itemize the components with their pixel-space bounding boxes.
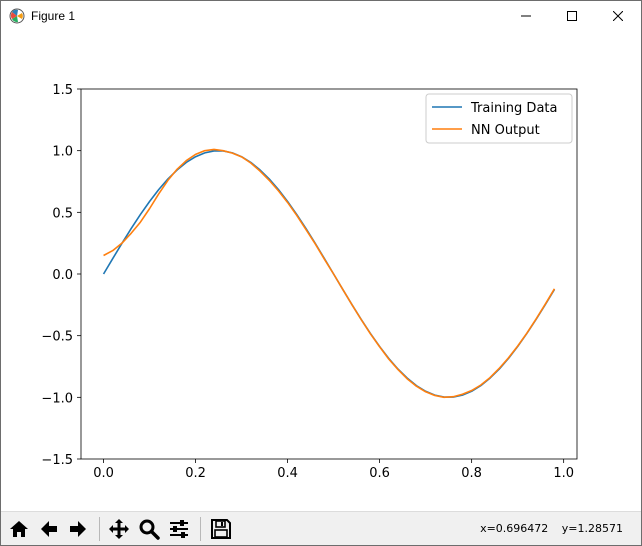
y-tick-label: 1.0 bbox=[52, 145, 73, 160]
legend: Training Data NN Output bbox=[425, 93, 573, 144]
maximize-icon bbox=[567, 11, 577, 21]
save-button[interactable] bbox=[207, 515, 235, 543]
ticks-layer: 0.0 0.2 0.4 0.6 0.8 1.0 −1.5 −1.0 −0.5 0.0 0.5 1.0 1… bbox=[41, 83, 574, 481]
figure-canvas[interactable]: 0.0 0.2 0.4 0.6 0.8 1.0 −1.5 −1.0 −0.5 0.0 0.5 1.0 1… bbox=[1, 31, 641, 511]
home-icon bbox=[10, 521, 28, 537]
cursor-x-readout: x=0.696472 bbox=[480, 522, 549, 535]
x-tick-label: 0.8 bbox=[461, 466, 482, 481]
y-tick-label: 1.5 bbox=[52, 83, 73, 98]
y-tick-label: −0.5 bbox=[41, 330, 73, 345]
cursor-y-readout: y=1.28571 bbox=[561, 522, 623, 535]
y-tick-label: 0.0 bbox=[52, 268, 73, 283]
title-bar[interactable]: Figure 1 bbox=[1, 1, 641, 31]
matplotlib-app-icon bbox=[9, 8, 25, 24]
legend-label-nn-output: NN Output bbox=[471, 123, 540, 138]
legend-label-training-data: Training Data bbox=[470, 101, 557, 116]
zoom-button[interactable] bbox=[135, 515, 163, 543]
x-tick-label: 0.4 bbox=[277, 466, 298, 481]
series-layer bbox=[102, 148, 556, 399]
series-line-nn-output bbox=[103, 148, 556, 399]
cursor-coordinates: x=0.696472 y=1.28571 bbox=[470, 522, 623, 535]
sliders-icon bbox=[170, 520, 188, 538]
back-button[interactable] bbox=[35, 515, 63, 543]
arrow-right-icon bbox=[70, 521, 86, 537]
y-tick-label: −1.0 bbox=[41, 391, 73, 406]
axes-background bbox=[81, 89, 577, 459]
close-button[interactable] bbox=[595, 1, 641, 31]
move-arrows-icon bbox=[109, 519, 129, 539]
home-button[interactable] bbox=[5, 515, 33, 543]
x-tick-label: 1.0 bbox=[553, 466, 574, 481]
x-tick-label: 0.2 bbox=[185, 466, 206, 481]
arrow-left-icon bbox=[41, 521, 57, 537]
x-tick-label: 0.0 bbox=[93, 466, 114, 481]
configure-subplots-button[interactable] bbox=[165, 515, 193, 543]
close-icon bbox=[613, 11, 623, 21]
line-chart[interactable]: 0.0 0.2 0.4 0.6 0.8 1.0 −1.5 −1.0 −0.5 0.0 0.5 1.0 1… bbox=[1, 31, 641, 511]
maximize-button[interactable] bbox=[549, 1, 595, 31]
floppy-disk-icon bbox=[211, 519, 231, 539]
minimize-icon bbox=[521, 15, 531, 17]
toolbar-separator bbox=[200, 517, 201, 541]
forward-button[interactable] bbox=[64, 515, 92, 543]
legend-box bbox=[425, 93, 573, 144]
minimize-button[interactable] bbox=[503, 1, 549, 31]
navigation-toolbar: x=0.696472 y=1.28571 bbox=[1, 511, 641, 545]
toolbar-separator bbox=[99, 517, 100, 541]
y-tick-label: 0.5 bbox=[52, 206, 73, 221]
x-tick-label: 0.6 bbox=[369, 466, 390, 481]
window-title: Figure 1 bbox=[31, 9, 76, 23]
pan-button[interactable] bbox=[105, 515, 133, 543]
y-tick-label: −1.5 bbox=[41, 453, 73, 468]
magnifier-icon bbox=[139, 519, 160, 540]
